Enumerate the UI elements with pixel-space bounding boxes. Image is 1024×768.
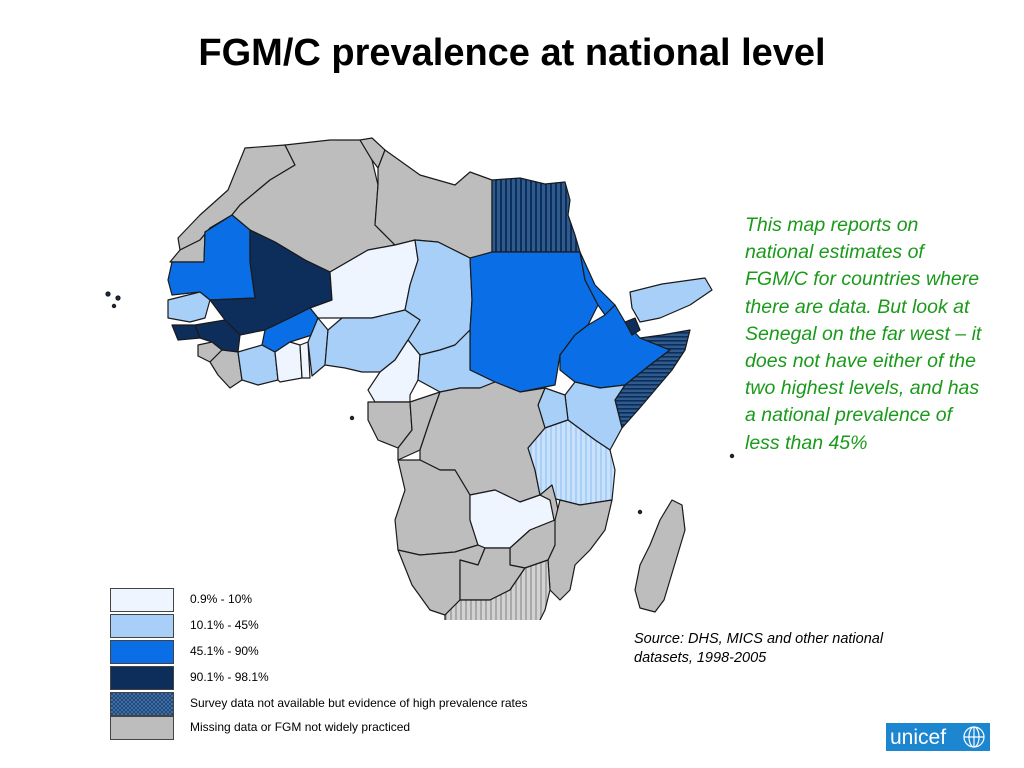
legend-swatch	[110, 588, 174, 612]
unicef-logo: unicef	[886, 723, 990, 751]
region-senegal	[167, 291, 211, 323]
region-madagascar	[634, 499, 686, 613]
legend-label: Survey data not available but evidence o…	[190, 696, 528, 710]
region-cape-verde	[105, 291, 111, 297]
unicef-logo-text: unicef	[890, 726, 946, 749]
region-south-africa	[444, 559, 551, 620]
legend-label: 90.1% - 98.1%	[190, 670, 269, 684]
map-note: This map reports on national estimates o…	[745, 214, 982, 454]
legend-swatch	[110, 640, 174, 664]
region-yemen	[629, 277, 713, 323]
legend-label: 45.1% - 90%	[190, 644, 259, 658]
region-mozambique	[547, 499, 613, 601]
legend-swatch	[110, 666, 174, 690]
legend-label: Missing data or FGM not widely practiced	[190, 720, 411, 734]
africa-map	[105, 137, 735, 620]
source-citation: Source: DHS, MICS and other national dat…	[634, 631, 884, 666]
region-cameroon	[367, 339, 421, 403]
region-djibouti	[624, 317, 641, 336]
legend-swatch	[110, 692, 174, 716]
page-title: FGM/C prevalence at national level	[198, 32, 826, 74]
unicef-emblem-icon	[963, 726, 985, 748]
legend-swatch	[110, 716, 174, 740]
region-somalia	[614, 329, 691, 429]
legend-label: 10.1% - 45%	[190, 618, 259, 632]
legend-swatch	[110, 614, 174, 638]
legend-label: 0.9% - 10%	[190, 592, 253, 606]
region-egypt	[491, 177, 581, 253]
region-togo	[299, 341, 311, 379]
